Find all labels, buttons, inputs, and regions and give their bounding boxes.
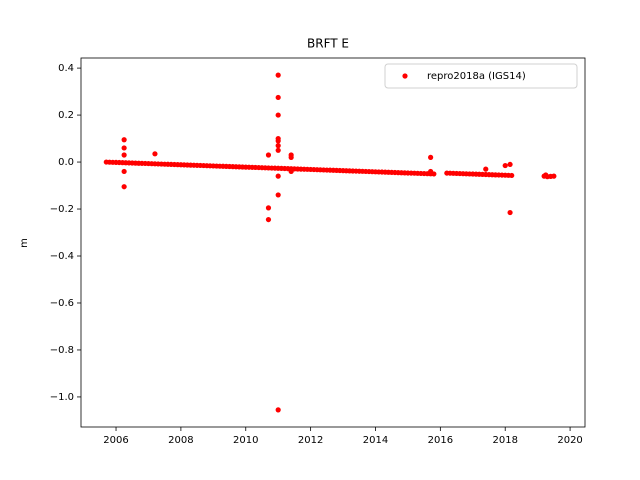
- data-point: [121, 152, 127, 158]
- data-point: [428, 168, 434, 175]
- data-point: [483, 166, 489, 172]
- y-tick-label: 0.2: [58, 110, 74, 121]
- data-point: [265, 205, 272, 211]
- data-point: [121, 168, 127, 175]
- plot-frame: [80, 57, 586, 428]
- data-point: [551, 173, 557, 179]
- y-tick-label: −0.2: [50, 204, 74, 215]
- legend-label: repro2018a (IGS14): [427, 71, 526, 82]
- data-point: [288, 168, 294, 175]
- data-point: [275, 94, 281, 101]
- x-tick-label: 2018: [492, 435, 517, 446]
- x-tick-label: 2006: [103, 435, 128, 446]
- data-point: [507, 209, 513, 216]
- x-tick-label: 2016: [428, 435, 453, 446]
- y-tick-label: −0.8: [50, 345, 74, 356]
- data-point: [275, 138, 281, 144]
- chart-title: BRFT E: [307, 37, 349, 51]
- x-tick-label: 2014: [363, 435, 388, 446]
- data-point: [275, 173, 281, 179]
- x-tick-label: 2008: [168, 435, 193, 446]
- legend-marker: [402, 73, 408, 79]
- data-point: [265, 152, 272, 158]
- data-point: [502, 162, 508, 169]
- data-point: [121, 137, 127, 143]
- y-tick-label: −0.4: [50, 251, 74, 262]
- legend-box: [384, 63, 578, 89]
- data-point: [275, 112, 281, 118]
- y-axis-label: m: [19, 238, 30, 248]
- data-point: [275, 143, 281, 149]
- data-point: [275, 72, 281, 78]
- x-tick-label: 2012: [298, 435, 323, 446]
- y-tick-label: −0.6: [50, 298, 74, 309]
- data-point: [509, 172, 515, 179]
- data-point: [121, 145, 127, 151]
- data-point: [428, 154, 434, 160]
- data-point: [265, 216, 272, 223]
- x-tick-label: 2010: [233, 435, 258, 446]
- y-tick-label: 0.0: [58, 157, 74, 168]
- data-point: [121, 184, 127, 190]
- data-point: [152, 151, 158, 157]
- data-point: [275, 192, 281, 198]
- x-tick-label: 2020: [557, 435, 582, 446]
- y-tick-label: 0.4: [58, 63, 74, 74]
- data-point: [288, 154, 294, 160]
- data-point: [507, 161, 513, 168]
- data-point: [543, 172, 549, 178]
- data-point: [275, 147, 281, 153]
- data-point: [275, 407, 281, 413]
- y-tick-label: −1.0: [50, 392, 74, 403]
